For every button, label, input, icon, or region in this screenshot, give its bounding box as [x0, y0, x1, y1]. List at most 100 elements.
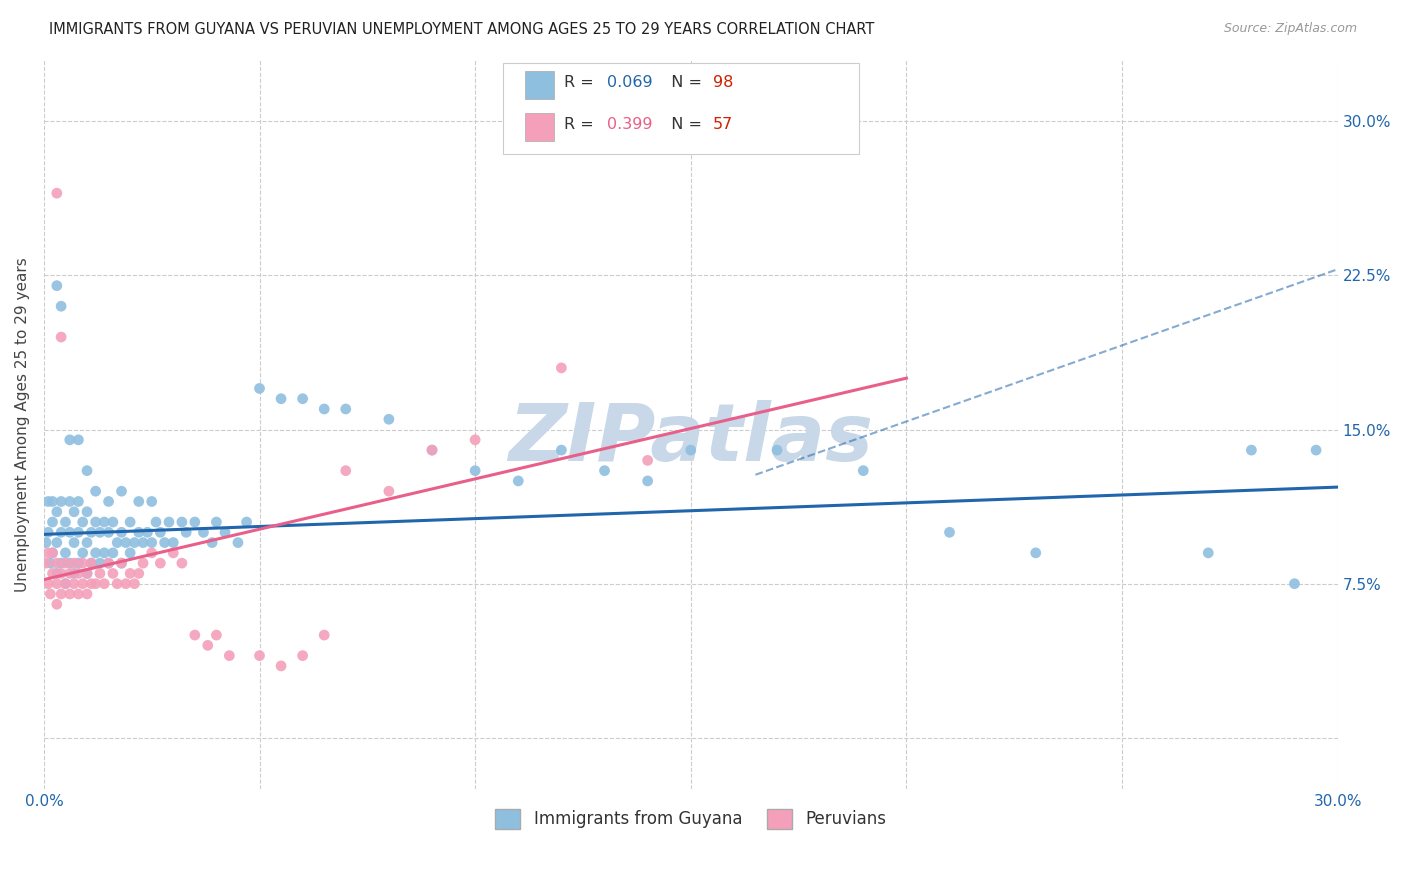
Point: [41, 566, 63, 581]
Point: [89, 556, 111, 570]
Point: [59, 525, 82, 540]
Point: [76, 587, 98, 601]
Point: [39, 587, 62, 601]
Point: [145, 515, 167, 529]
Point: [45, 556, 67, 570]
Point: [59, 587, 82, 601]
Point: [132, 535, 155, 549]
Point: [101, 566, 124, 581]
Text: ZIPatlas: ZIPatlas: [508, 400, 873, 478]
Point: [114, 576, 136, 591]
Point: [766, 443, 789, 458]
Point: [938, 525, 960, 540]
Point: [170, 556, 193, 570]
Point: [35, 535, 58, 549]
Point: [67, 587, 90, 601]
Point: [132, 556, 155, 570]
Point: [110, 556, 132, 570]
Point: [63, 576, 86, 591]
Point: [55, 546, 77, 560]
Point: [49, 494, 72, 508]
Point: [39, 556, 62, 570]
Point: [49, 330, 72, 344]
Point: [97, 556, 120, 570]
Point: [80, 556, 103, 570]
Point: [72, 546, 94, 560]
Point: [76, 505, 98, 519]
Point: [335, 402, 357, 417]
Point: [378, 484, 401, 499]
Point: [59, 556, 82, 570]
Point: [63, 566, 86, 581]
Point: [84, 484, 107, 499]
Text: 98: 98: [713, 75, 733, 90]
Point: [124, 576, 146, 591]
Text: 0.069: 0.069: [606, 75, 652, 90]
Point: [49, 587, 72, 601]
Point: [67, 525, 90, 540]
Point: [193, 525, 215, 540]
Point: [59, 566, 82, 581]
Point: [420, 443, 443, 458]
Point: [141, 494, 163, 508]
Point: [420, 443, 443, 458]
Point: [89, 525, 111, 540]
Point: [45, 576, 67, 591]
Point: [149, 556, 172, 570]
Point: [114, 535, 136, 549]
Point: [637, 474, 659, 488]
Point: [128, 525, 150, 540]
Point: [97, 494, 120, 508]
Point: [80, 556, 103, 570]
Point: [174, 525, 197, 540]
Point: [76, 566, 98, 581]
Point: [55, 556, 77, 570]
Point: [314, 402, 336, 417]
Point: [1305, 443, 1327, 458]
Point: [76, 566, 98, 581]
FancyBboxPatch shape: [526, 71, 554, 99]
Point: [76, 535, 98, 549]
Point: [141, 535, 163, 549]
Point: [84, 546, 107, 560]
Point: [97, 556, 120, 570]
Point: [93, 576, 115, 591]
Point: [1240, 443, 1263, 458]
Point: [162, 535, 184, 549]
Point: [59, 494, 82, 508]
Point: [55, 576, 77, 591]
Point: [335, 464, 357, 478]
Point: [508, 474, 530, 488]
Point: [76, 464, 98, 478]
Point: [35, 556, 58, 570]
Text: N =: N =: [661, 117, 707, 132]
Point: [184, 628, 207, 642]
Point: [235, 515, 257, 529]
Point: [120, 546, 142, 560]
Point: [214, 525, 236, 540]
Point: [314, 628, 336, 642]
Point: [37, 576, 59, 591]
Point: [72, 515, 94, 529]
Point: [41, 515, 63, 529]
Point: [63, 556, 86, 570]
Point: [49, 525, 72, 540]
Point: [128, 494, 150, 508]
Point: [84, 576, 107, 591]
Point: [55, 576, 77, 591]
Point: [89, 566, 111, 581]
Point: [72, 556, 94, 570]
Point: [249, 648, 271, 663]
Point: [162, 546, 184, 560]
Text: 57: 57: [713, 117, 733, 132]
Point: [45, 278, 67, 293]
Point: [1197, 546, 1219, 560]
Point: [205, 515, 228, 529]
Text: R =: R =: [564, 117, 599, 132]
Point: [201, 535, 224, 549]
Point: [37, 525, 59, 540]
Point: [105, 535, 128, 549]
Point: [464, 433, 486, 447]
Legend: Immigrants from Guyana, Peruvians: Immigrants from Guyana, Peruvians: [488, 802, 893, 836]
Point: [101, 515, 124, 529]
